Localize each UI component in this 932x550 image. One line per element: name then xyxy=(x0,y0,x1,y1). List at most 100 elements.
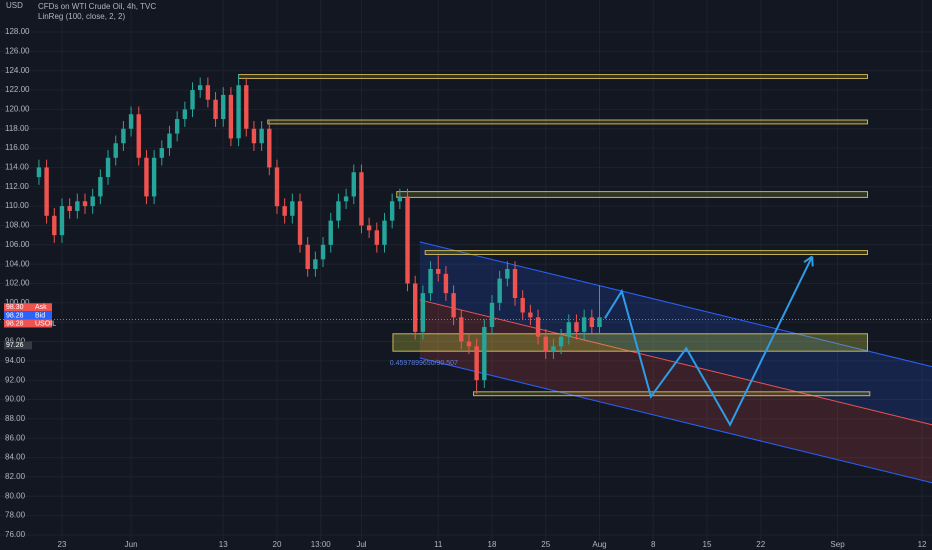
candle-body xyxy=(221,94,226,120)
candle-body xyxy=(236,85,241,139)
candle-body xyxy=(98,177,103,197)
candle-body xyxy=(251,128,257,144)
x-tick-label: 15 xyxy=(703,540,712,549)
y-tick-label: 110.00 xyxy=(5,201,29,210)
y-axis-label: USD xyxy=(6,1,23,10)
x-tick-label: Aug xyxy=(592,540,606,549)
candle-body xyxy=(113,143,118,158)
candle-body xyxy=(428,268,433,294)
y-tick-label: 106.00 xyxy=(5,240,30,249)
candle-body xyxy=(128,114,134,129)
channel-lower-line xyxy=(419,357,932,484)
y-tick-label: 100.00 xyxy=(5,298,30,307)
candle-body xyxy=(543,336,548,352)
candle-body xyxy=(244,85,249,129)
price-label-box xyxy=(4,311,52,320)
x-tick-label: 20 xyxy=(273,540,282,549)
price-label-box xyxy=(4,319,52,328)
x-tick-label: 18 xyxy=(488,540,497,549)
candle-body xyxy=(328,220,333,245)
candle-body xyxy=(505,268,510,279)
candle-body xyxy=(474,346,479,381)
x-tick-label: 13 xyxy=(219,540,228,549)
candle-body xyxy=(389,201,395,221)
candle-body xyxy=(482,327,487,381)
candle-body xyxy=(436,268,441,274)
candle-body xyxy=(382,220,387,245)
y-tick-label: 80.00 xyxy=(5,491,26,500)
candle-body xyxy=(313,259,318,269)
zone xyxy=(392,333,868,352)
forecast-path xyxy=(604,255,814,427)
candle-body xyxy=(159,148,164,158)
candle-body xyxy=(305,244,310,269)
annotation: 0.4597899650/90.507 xyxy=(390,360,458,367)
candle-body xyxy=(551,346,556,352)
y-tick-label: 86.00 xyxy=(5,433,26,442)
x-tick-label: 12 xyxy=(918,540,927,549)
price-label-box xyxy=(4,341,32,350)
zone xyxy=(473,391,871,397)
candle-body xyxy=(512,268,518,299)
y-tick-label: 92.00 xyxy=(5,375,26,384)
candle-body xyxy=(174,119,180,134)
candle-body xyxy=(574,322,579,332)
price-label-box xyxy=(4,303,52,312)
candle-body xyxy=(228,94,234,139)
candle-body xyxy=(82,201,88,207)
candle-body xyxy=(144,157,149,197)
x-tick-label: 8 xyxy=(651,540,656,549)
candle-body xyxy=(274,167,280,207)
candle-body xyxy=(59,206,65,236)
candle-body xyxy=(413,283,418,332)
candle-body xyxy=(90,196,95,207)
chart-title: CFDs on WTI Crude Oil, 4h, TVC xyxy=(38,2,156,11)
candle-body xyxy=(420,293,426,332)
candle-body xyxy=(282,206,287,216)
y-tick-label: 126.00 xyxy=(5,46,30,55)
candle-body xyxy=(451,293,456,318)
candle-body xyxy=(374,230,380,245)
candle-body xyxy=(535,317,541,337)
y-tick-label: 76.00 xyxy=(5,530,26,539)
zone xyxy=(238,74,868,79)
x-tick-label: 13:00 xyxy=(311,540,332,549)
candle-body xyxy=(528,312,533,318)
candle-body xyxy=(336,201,341,221)
candle-body xyxy=(589,317,595,328)
candle-body xyxy=(267,128,272,168)
candle-body xyxy=(566,322,571,337)
candle-body xyxy=(405,196,410,284)
zone xyxy=(267,119,868,125)
candle-body xyxy=(466,341,472,347)
y-tick-label: 96.00 xyxy=(5,337,26,346)
y-tick-label: 120.00 xyxy=(5,105,30,114)
price-label: 97.26 xyxy=(6,342,24,349)
y-tick-label: 82.00 xyxy=(5,472,26,481)
candle-body xyxy=(297,201,303,245)
price-label: 98.28 xyxy=(6,312,24,319)
x-tick-label: Jul xyxy=(356,540,366,549)
y-tick-label: 78.00 xyxy=(5,511,26,520)
candle-body xyxy=(151,157,157,197)
candle-body xyxy=(459,317,464,342)
candle-body xyxy=(290,201,295,216)
candle-body xyxy=(520,298,525,313)
x-tick-label: 22 xyxy=(756,540,765,549)
candle-body xyxy=(75,201,80,211)
candle-body xyxy=(259,128,264,144)
price-label-tag: Bid xyxy=(35,312,45,319)
y-tick-label: 94.00 xyxy=(5,356,26,365)
candle-body xyxy=(182,109,188,120)
price-label-tag: USOIL xyxy=(35,320,56,327)
candle-body xyxy=(397,196,403,202)
y-tick-label: 124.00 xyxy=(5,66,30,75)
zone xyxy=(396,191,868,198)
forecast-arrowhead xyxy=(803,255,813,264)
candle-body xyxy=(443,273,449,294)
y-tick-label: 122.00 xyxy=(5,85,30,94)
y-tick-label: 108.00 xyxy=(5,221,30,230)
zone xyxy=(424,250,868,255)
